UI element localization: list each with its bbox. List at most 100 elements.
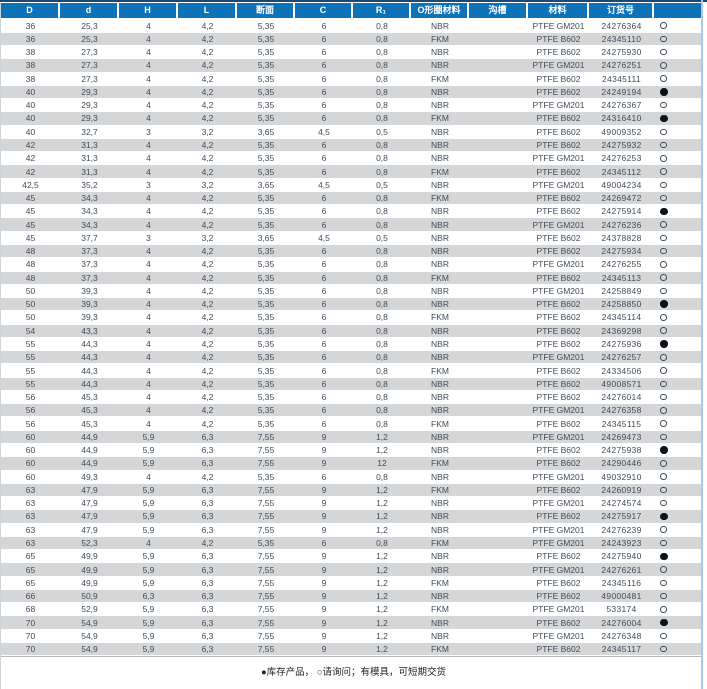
cell-section: 7,55: [257, 630, 275, 641]
cell-oring-material: NBR: [431, 564, 449, 575]
cell-L: 4,2: [201, 113, 214, 124]
cell-H: 5,9: [142, 431, 155, 442]
inquiry-item-open-circle-icon: [660, 486, 667, 494]
cell-R1: 0,8: [376, 405, 388, 416]
cell-order-no: 24276364: [601, 20, 642, 31]
cell-D: 60: [25, 431, 36, 442]
inquiry-item-open-circle-icon: [660, 75, 667, 82]
inquiry-item-open-circle-icon: [660, 62, 667, 69]
cell-oring-material: FKM: [431, 193, 449, 204]
column-header-L: L: [178, 3, 237, 18]
cell-d: 44,3: [81, 365, 98, 376]
cell-C: 6: [321, 219, 327, 230]
cell-C: 6: [321, 285, 327, 296]
cell-groove: [469, 364, 528, 376]
table-row: 60 44,9 5,9 6,3 7,55 9 12 FKM PTFE B602 24290446: [1, 457, 703, 471]
cell-R1: 1,2: [376, 498, 388, 509]
cell-L: 4,2: [201, 206, 214, 217]
inquiry-item-open-circle-icon: [660, 433, 667, 441]
cell-order-no: 24274574: [601, 498, 642, 509]
cell-R1: 0,5: [376, 179, 388, 190]
cell-d: 54,9: [81, 630, 98, 641]
cell-L: 4,2: [201, 33, 214, 44]
cell-order-no: 24269472: [601, 193, 642, 204]
cell-section: 7,55: [257, 498, 275, 509]
cell-D: 42,5: [22, 179, 39, 190]
cell-groove: [469, 457, 528, 469]
cell-R1: 1,2: [376, 564, 388, 575]
cell-section: 5,35: [257, 392, 275, 403]
cell-C: 9: [321, 498, 327, 509]
cell-D: 63: [25, 484, 36, 495]
cell-oring-material: NBR: [431, 299, 449, 310]
cell-H: 4: [146, 100, 151, 111]
cell-L: 6,3: [201, 591, 214, 602]
cell-oring-material: NBR: [431, 352, 449, 363]
cell-order-no: 24276239: [601, 524, 642, 535]
cell-order-no: 49009352: [601, 126, 642, 137]
cell-order-no: 24275930: [601, 47, 642, 58]
cell-stock-status: [654, 431, 703, 443]
cell-stock-status: [654, 285, 703, 297]
cell-groove: [469, 325, 528, 337]
cell-order-no: 24316410: [601, 113, 642, 124]
cell-H: 5,9: [142, 458, 155, 469]
cell-oring-material: NBR: [431, 60, 449, 71]
cell-C: 6: [321, 73, 327, 84]
cell-groove: [469, 404, 528, 416]
cell-H: 4: [146, 193, 151, 204]
cell-L: 4,2: [201, 272, 214, 283]
cell-stock-status: [654, 298, 703, 310]
cell-stock-status: [654, 152, 703, 164]
column-header-section: 断面: [237, 3, 295, 18]
inquiry-item-open-circle-icon: [660, 473, 667, 480]
cell-material: PTFE B602: [536, 511, 581, 522]
cell-oring-material: NBR: [431, 246, 449, 257]
page-left-edge-line: [0, 2, 1, 689]
cell-R1: 0,8: [376, 60, 388, 71]
cell-R1: 1,2: [376, 484, 388, 495]
cell-D: 40: [25, 86, 36, 97]
inquiry-item-open-circle-icon: [660, 420, 667, 427]
cell-D: 45: [25, 206, 36, 217]
table-row: 63 47,9 5,9 6,3 7,55 9 1,2 NBR PTFE GM201 2427457…: [1, 497, 703, 511]
table-row: 36 25,3 4 4,2 5,35 6 0,8 NBR PTFE GM201 24276364: [1, 19, 703, 33]
table-row: 65 49,9 5,9 6,3 7,55 9 1,2 NBR PTFE B602 24275940: [1, 550, 703, 564]
cell-order-no: 24276251: [601, 60, 642, 71]
cell-d: 49,9: [81, 564, 98, 575]
cell-C: 6: [321, 166, 327, 177]
inquiry-item-open-circle-icon: [660, 35, 667, 43]
cell-L: 4,2: [201, 86, 214, 97]
cell-section: 7,55: [257, 511, 275, 522]
cell-material: PTFE B602: [536, 166, 581, 177]
cell-C: 6: [321, 100, 327, 111]
cell-D: 54: [25, 325, 36, 336]
cell-L: 4,2: [201, 365, 214, 376]
cell-L: 6,3: [201, 604, 214, 615]
table-row: 63 52,3 4 4,2 5,35 6 0,8 FKM PTFE GM201 24243923: [1, 536, 703, 551]
cell-groove: [469, 471, 528, 483]
inquiry-item-open-circle-icon: [660, 566, 667, 573]
cell-H: 5,9: [142, 577, 155, 588]
cell-R1: 0,8: [376, 418, 388, 429]
cell-d: 29,3: [81, 113, 98, 124]
cell-D: 40: [25, 100, 36, 111]
cell-H: 4: [146, 537, 151, 548]
cell-C: 9: [321, 644, 327, 655]
cell-L: 4,2: [201, 100, 214, 111]
cell-oring-material: NBR: [431, 431, 449, 442]
cell-H: 4: [146, 272, 151, 283]
cell-C: 6: [321, 113, 327, 124]
inquiry-item-open-circle-icon: [660, 155, 667, 162]
cell-stock-status: [654, 550, 703, 562]
cell-D: 55: [25, 352, 36, 363]
cell-d: 39,3: [81, 299, 98, 310]
cell-section: 5,35: [257, 47, 275, 58]
cell-section: 5,35: [257, 405, 275, 416]
table-row: 68 52,9 5,9 6,3 7,55 9 1,2 FKM PTFE GM201 533174: [1, 603, 703, 617]
table-row: 45 34,3 4 4,2 5,35 6 0,8 NBR PTFE B602 24275914: [1, 205, 703, 219]
cell-oring-material: NBR: [431, 339, 449, 349]
cell-d: 25,3: [81, 33, 98, 44]
cell-R1: 1,2: [376, 591, 388, 602]
